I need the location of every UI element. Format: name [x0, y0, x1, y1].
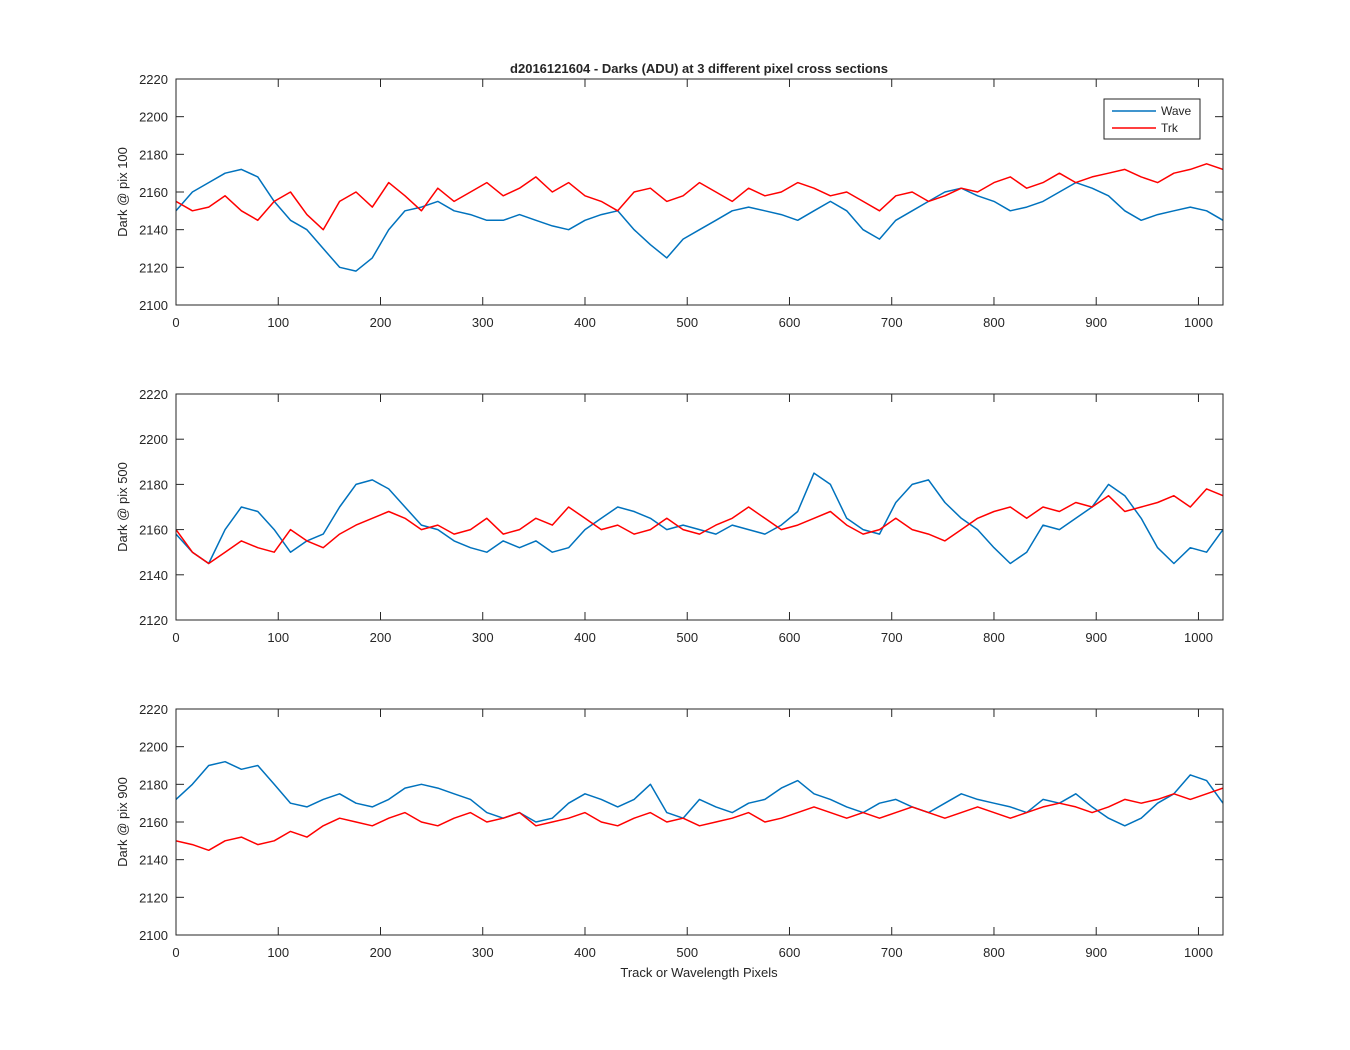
series-line-wave: [176, 168, 1223, 272]
y-tick-label: 2200: [139, 110, 168, 125]
y-tick-label: 2120: [139, 890, 168, 905]
x-tick-label: 900: [1085, 630, 1107, 645]
x-tick-label: 500: [676, 945, 698, 960]
y-tick-label: 2180: [139, 477, 168, 492]
x-tick-label: 900: [1085, 945, 1107, 960]
x-tick-label: 100: [267, 315, 289, 330]
legend: Wave Trk: [1103, 98, 1201, 140]
x-tick-label: 900: [1085, 315, 1107, 330]
series-line-trk: [176, 163, 1223, 231]
x-axis-label: Track or Wavelength Pixels: [620, 965, 778, 980]
figure-title: d2016121604 - Darks (ADU) at 3 different…: [510, 61, 888, 76]
y-tick-label: 2200: [139, 432, 168, 447]
subplot-3: 0 100 200 300 400 500 600 700 800 900 1000 2100 2120…: [115, 702, 1224, 960]
subplots: 0 100 200 300 400 500 600 700 800 900 100021002120…: [115, 72, 1224, 960]
x-tick-label: 500: [676, 315, 698, 330]
subplot-2: 0 100 200 300 400 500 600 700 800 900 1000 2120 2140…: [115, 387, 1224, 645]
y-axis-label: Dark @ pix 500: [115, 462, 130, 552]
y-tick-label: 2140: [139, 568, 168, 583]
y-tick-label: 2220: [139, 387, 168, 402]
x-tick-label: 100: [267, 630, 289, 645]
y-tick-label: 2220: [139, 702, 168, 717]
x-tick-label: 600: [779, 945, 801, 960]
y-tick-label: 2120: [139, 613, 168, 628]
y-tick-label: 2180: [139, 777, 168, 792]
y-tick-label: 2100: [139, 298, 168, 313]
x-tick-label: 300: [472, 315, 494, 330]
x-tick-label: 600: [779, 630, 801, 645]
subplot-1: 0 100 200 300 400 500 600 700 800 900 1000 2100 2120…: [115, 72, 1224, 330]
legend-label-wave: Wave: [1161, 104, 1192, 118]
x-tick-label: 0: [172, 315, 179, 330]
x-tick-label: 700: [881, 945, 903, 960]
x-tick-label: 200: [370, 315, 392, 330]
series-line-trk: [176, 787, 1223, 852]
y-tick-label: 2120: [139, 260, 168, 275]
y-tick-label: 2100: [139, 928, 168, 943]
x-tick-label: 1000: [1184, 630, 1213, 645]
y-tick-label: 2140: [139, 223, 168, 238]
series-line-wave: [176, 472, 1223, 565]
x-tick-label: 800: [983, 945, 1005, 960]
y-tick-label: 2140: [139, 853, 168, 868]
x-tick-label: 400: [574, 630, 596, 645]
y-axis-label: Dark @ pix 100: [115, 147, 130, 237]
x-tick-label: 1000: [1184, 945, 1213, 960]
y-tick-label: 2160: [139, 815, 168, 830]
series-line-wave: [176, 760, 1223, 827]
x-tick-label: 800: [983, 315, 1005, 330]
y-tick-label: 2180: [139, 147, 168, 162]
legend-box: [1103, 98, 1201, 140]
x-tick-label: 400: [574, 945, 596, 960]
x-tick-label: 300: [472, 945, 494, 960]
x-tick-label: 400: [574, 315, 596, 330]
x-tick-label: 700: [881, 315, 903, 330]
x-tick-label: 0: [172, 945, 179, 960]
legend-label-trk: Trk: [1161, 121, 1179, 135]
x-tick-label: 600: [779, 315, 801, 330]
x-tick-label: 300: [472, 630, 494, 645]
x-tick-label: 500: [676, 630, 698, 645]
x-tick-label: 200: [370, 630, 392, 645]
y-tick-label: 2160: [139, 523, 168, 538]
x-tick-label: 200: [370, 945, 392, 960]
y-axis-label: Dark @ pix 900: [115, 777, 130, 867]
x-tick-label: 1000: [1184, 315, 1213, 330]
x-tick-label: 800: [983, 630, 1005, 645]
x-tick-label: 0: [172, 630, 179, 645]
x-tick-label: 700: [881, 630, 903, 645]
x-tick-label: 100: [267, 945, 289, 960]
y-tick-label: 2220: [139, 72, 168, 87]
axes-box: [175, 393, 1224, 621]
y-tick-label: 2200: [139, 740, 168, 755]
y-tick-label: 2160: [139, 185, 168, 200]
series-line-trk: [176, 488, 1223, 565]
